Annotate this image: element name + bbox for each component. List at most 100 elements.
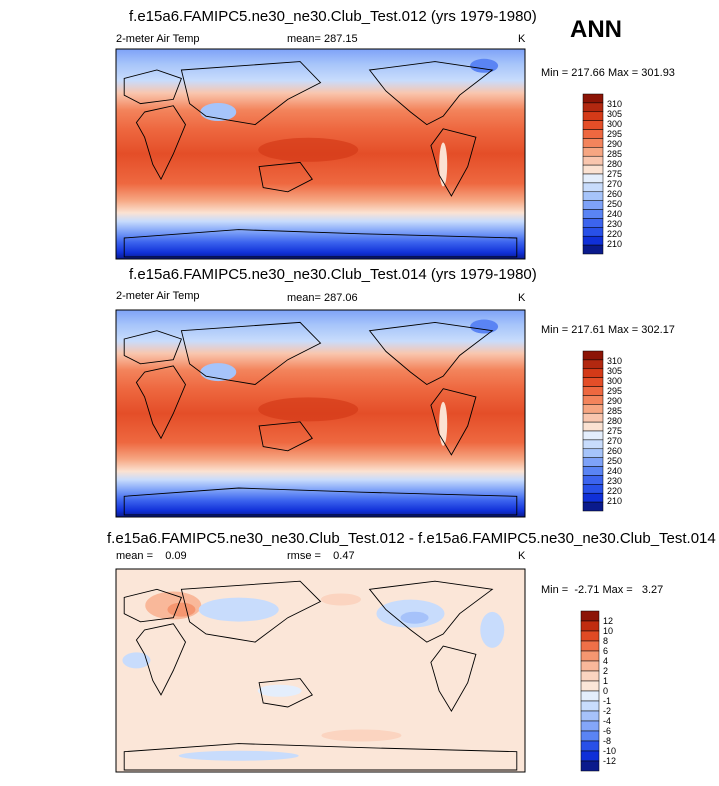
colorbar-tick-label: 4 bbox=[603, 656, 608, 666]
colorbar-cell bbox=[582, 244, 604, 255]
coastline-4 bbox=[368, 580, 494, 643]
colorbar-tick-label: 310 bbox=[607, 99, 622, 109]
coastline-1 bbox=[123, 69, 182, 105]
colorbar-cell bbox=[580, 610, 600, 622]
colorbar-tick-label: 250 bbox=[607, 456, 622, 466]
coastline-6 bbox=[123, 487, 518, 516]
coastline-3 bbox=[258, 678, 313, 708]
colorbar-tick-label: 260 bbox=[607, 189, 622, 199]
coastline-5 bbox=[430, 645, 477, 712]
colorbar-tick-label: 305 bbox=[607, 366, 622, 376]
colorbar-cell bbox=[582, 484, 604, 494]
colorbar-cell bbox=[582, 457, 604, 467]
colorbar-tick-label: -12 bbox=[603, 756, 616, 766]
coastline-3 bbox=[258, 161, 313, 193]
anomaly-region-10 bbox=[480, 611, 505, 648]
colorbar-cell bbox=[582, 412, 604, 423]
colorbar-panel-2: 3103053002952902852802752702602502402302… bbox=[582, 350, 622, 512]
colorbar-tick-label: 0 bbox=[603, 686, 608, 696]
colorbar-cell bbox=[582, 191, 604, 201]
panel3-mean: mean = 0.09 bbox=[116, 550, 187, 562]
coastline-3 bbox=[258, 421, 313, 452]
colorbar-cell bbox=[582, 386, 604, 396]
colorbar-tick-label: 305 bbox=[607, 109, 622, 119]
coastline-4 bbox=[368, 61, 494, 126]
colorbar-tick-label: 285 bbox=[607, 406, 622, 416]
coastline-0 bbox=[135, 365, 187, 440]
map-panel-2 bbox=[115, 309, 526, 518]
panel2-mean: mean= 287.06 bbox=[287, 292, 358, 304]
anomaly-region-7 bbox=[257, 684, 302, 697]
colorbar-cell bbox=[582, 164, 604, 175]
anomaly-region-1 bbox=[167, 602, 196, 617]
panel3-rmse: rmse = 0.47 bbox=[287, 550, 355, 562]
map-frame bbox=[115, 48, 526, 260]
colorbar-cell bbox=[582, 404, 604, 414]
panel1-minmax: Min = 217.66 Max = 301.93 bbox=[541, 67, 675, 79]
colorbar-tick-label: 210 bbox=[607, 239, 622, 249]
panel3-units: K bbox=[518, 550, 526, 562]
colorbar-cell bbox=[582, 200, 604, 210]
colorbar-cell bbox=[580, 690, 600, 702]
colorbar-cell bbox=[582, 235, 604, 246]
colorbar-cell bbox=[582, 430, 604, 441]
colorbar-tick-label: -8 bbox=[603, 736, 611, 746]
greenland-cold-patch bbox=[470, 58, 499, 73]
coastline-5 bbox=[430, 128, 477, 197]
colorbar-cell bbox=[582, 448, 604, 458]
colorbar-cell bbox=[582, 466, 604, 476]
colorbar-tick-label: -6 bbox=[603, 726, 611, 736]
colorbar-cell bbox=[580, 730, 600, 742]
colorbar-tick-label: 230 bbox=[607, 219, 622, 229]
colorbar-tick-label: 230 bbox=[607, 476, 622, 486]
colorbar-cell bbox=[580, 720, 600, 732]
panel2-minmax: Min = 217.61 Max = 302.17 bbox=[541, 324, 675, 336]
colorbar-cell bbox=[582, 209, 604, 219]
colorbar-cell bbox=[582, 227, 604, 237]
colorbar-cell bbox=[580, 680, 600, 692]
panel1-units: K bbox=[518, 33, 526, 45]
colorbar-cell bbox=[582, 359, 604, 370]
colorbar-tick-label: 275 bbox=[607, 169, 622, 179]
coastline-0 bbox=[135, 623, 187, 696]
colorbar-cell bbox=[580, 710, 600, 722]
colorbar-tick-label: 10 bbox=[603, 626, 613, 636]
panel1-variable: 2-meter Air Temp bbox=[116, 33, 200, 45]
colorbar-cell bbox=[582, 421, 604, 432]
colorbar-tick-label: 260 bbox=[607, 446, 622, 456]
warm-pool bbox=[258, 397, 359, 422]
colorbar-tick-label: 290 bbox=[607, 139, 622, 149]
colorbar-tick-label: 290 bbox=[607, 396, 622, 406]
coastline-2 bbox=[180, 580, 322, 643]
colorbar-tick-label: 2 bbox=[603, 666, 608, 676]
colorbar-cell bbox=[582, 102, 604, 113]
colorbar-cell bbox=[582, 377, 604, 387]
colorbar-tick-label: 1 bbox=[603, 676, 608, 686]
coastline-2 bbox=[180, 61, 322, 126]
coastline-2 bbox=[180, 321, 322, 385]
anomaly-region-4 bbox=[400, 611, 429, 624]
colorbar-cell bbox=[580, 760, 600, 772]
colorbar-tick-label: 220 bbox=[607, 229, 622, 239]
coastline-1 bbox=[123, 330, 182, 365]
colorbar-tick-label: 300 bbox=[607, 119, 622, 129]
panel2-variable: 2-meter Air Temp bbox=[116, 290, 200, 302]
anomaly-region-8 bbox=[321, 729, 402, 742]
colorbar-cell bbox=[582, 492, 604, 503]
colorbar-cell bbox=[580, 740, 600, 752]
colorbar-tick-label: 8 bbox=[603, 636, 608, 646]
map-frame bbox=[115, 309, 526, 518]
panel3-minmax: Min = -2.71 Max = 3.27 bbox=[541, 584, 664, 596]
colorbar-cell bbox=[582, 350, 604, 361]
panel3-title: f.e15a6.FAMIPC5.ne30_ne30.Club_Test.012 … bbox=[107, 530, 716, 547]
colorbar-tick-label: 220 bbox=[607, 486, 622, 496]
colorbar-cell bbox=[582, 147, 604, 157]
panel2-units: K bbox=[518, 292, 526, 304]
anomaly-region-9 bbox=[178, 750, 299, 761]
colorbar-cell bbox=[582, 111, 604, 121]
greenland-cold-patch bbox=[470, 319, 499, 334]
colorbar-tick-label: -10 bbox=[603, 746, 616, 756]
colorbar-tick-label: 285 bbox=[607, 149, 622, 159]
colorbar-tick-label: 240 bbox=[607, 466, 622, 476]
